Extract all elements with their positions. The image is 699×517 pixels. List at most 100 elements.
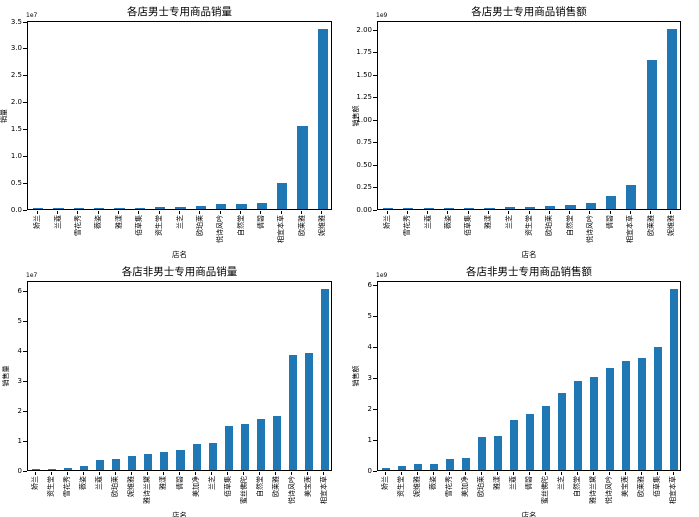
bar-悦诗风吟 (216, 204, 227, 209)
x-tick-label-text: 雪花秀 (445, 476, 453, 497)
x-tick-mark (195, 472, 197, 475)
y-tick-mark (23, 155, 27, 157)
y-tick-mark (373, 119, 377, 121)
bar-美加净 (462, 458, 470, 470)
x-tick-label-text: 欧珀莱 (477, 476, 485, 497)
y-tick-mark (23, 290, 27, 292)
y-tick-label: 1 (367, 435, 372, 444)
x-tick-mark (480, 472, 482, 475)
x-tick-mark (114, 472, 116, 475)
bar-雅漾 (160, 452, 169, 470)
bar-相宜本草 (670, 288, 678, 470)
y-tick-mark (373, 377, 377, 379)
x-tick-mark (34, 472, 36, 475)
x-tick-mark (118, 211, 119, 214)
x-axis-label: 店名 (172, 511, 187, 517)
bar-娇兰 (32, 469, 41, 470)
bar-蜜丝佛陀 (542, 406, 550, 470)
bar-倩碧 (256, 202, 267, 209)
bar-欧莱雅 (272, 415, 281, 470)
y-tick-mark (373, 142, 377, 143)
bar-娇兰 (33, 208, 44, 209)
y-tick-label: 0.0 (10, 205, 22, 214)
x-tick-mark (447, 211, 449, 214)
x-tick-mark (640, 472, 642, 475)
plot-area (27, 281, 332, 471)
y-tick-label: 0.00 (356, 205, 372, 214)
y-tick-mark (373, 74, 377, 76)
y-tick-mark (23, 320, 27, 322)
y-tick-label: 4 (17, 346, 22, 355)
x-tick-label-text: 娇兰 (381, 476, 389, 490)
x-tick-mark (219, 211, 221, 214)
axis-offset-text: 1e9 (376, 272, 388, 279)
bar-雅漾 (484, 207, 495, 209)
y-tick-label: 0.75 (356, 138, 372, 146)
bar-欧珀莱 (478, 437, 486, 470)
x-tick-mark (416, 472, 418, 475)
x-tick-label-text: 资生堂 (397, 476, 405, 497)
bar-美加净 (192, 443, 201, 470)
x-tick-mark (576, 472, 578, 475)
y-tick-mark (373, 164, 377, 166)
bar-雅漾 (114, 207, 125, 209)
y-tick-label: 1.5 (10, 124, 22, 133)
chart-title: 各店男士专用商品销售额 (471, 6, 587, 18)
x-tick-mark (158, 211, 160, 214)
x-tick-mark (240, 211, 241, 214)
x-tick-label-text: 雅诗兰黛 (589, 476, 597, 504)
x-tick-mark (275, 472, 277, 475)
x-tick-mark (560, 472, 562, 475)
y-tick-label: 3 (367, 373, 372, 382)
plot-area (377, 281, 681, 471)
axis-offset-text: 1e7 (26, 272, 38, 279)
bar-欧珀莱 (195, 205, 206, 209)
x-tick-mark (130, 472, 132, 475)
y-tick-mark (23, 209, 27, 211)
y-tick-mark (23, 182, 27, 184)
x-tick-mark (487, 211, 489, 214)
y-tick-mark (23, 380, 27, 382)
x-tick-mark (36, 211, 38, 214)
x-tick-mark (243, 472, 245, 475)
bar-薇姿 (80, 466, 89, 470)
bar-兰蔻 (423, 208, 434, 209)
x-tick-mark (672, 472, 674, 475)
y-tick-label: 0.50 (356, 160, 372, 169)
bar-佰草集 (654, 346, 662, 470)
y-tick-label: 0.5 (10, 178, 22, 187)
plot-area (27, 21, 332, 210)
y-tick-mark (23, 440, 27, 442)
x-tick-label-text: 妮维雅 (413, 476, 421, 497)
y-tick-mark (23, 102, 27, 104)
x-tick-label-text: 薇姿 (429, 476, 437, 490)
bar-薇姿 (430, 463, 438, 470)
x-tick-mark (50, 472, 52, 475)
x-tick-label-text: 兰芝 (557, 476, 565, 490)
x-tick-mark (260, 211, 262, 214)
bar-妮维雅 (128, 455, 137, 470)
y-tick-label: 3 (17, 376, 22, 385)
x-tick-mark (544, 472, 546, 475)
bar-娇兰 (382, 467, 390, 470)
x-tick-mark (77, 211, 79, 214)
bar-娇兰 (383, 208, 394, 209)
bar-欧珀莱 (545, 205, 556, 209)
y-tick-label: 0.25 (356, 183, 372, 191)
x-tick-mark (98, 472, 100, 475)
x-tick-mark (227, 472, 229, 475)
x-tick-mark (97, 211, 99, 214)
bar-相宜本草 (277, 182, 288, 209)
y-tick-mark (373, 285, 377, 287)
y-tick-mark (23, 21, 27, 23)
bar-欧珀莱 (112, 458, 121, 470)
x-tick-mark (179, 211, 180, 214)
x-tick-mark (670, 211, 672, 214)
x-tick-label-text: 欧莱雅 (637, 476, 645, 497)
bar-相宜本草 (626, 184, 637, 209)
bar-佰草集 (224, 425, 233, 470)
x-tick-mark (307, 472, 309, 475)
